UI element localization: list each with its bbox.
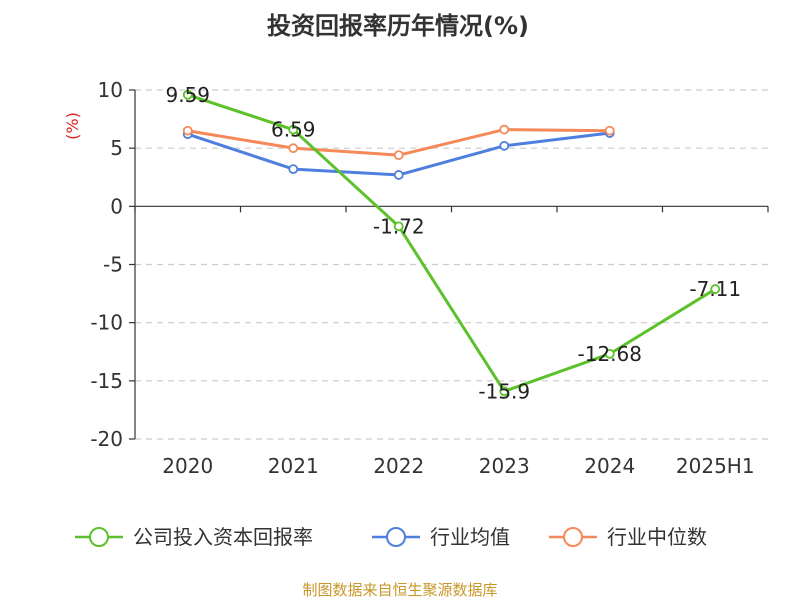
legend-item[interactable]: 行业均值 [372,525,510,549]
data-point [288,164,299,175]
data-point [499,386,510,397]
y-tick-label: -5 [103,253,123,277]
x-tick-label: 2025H1 [676,454,755,478]
data-label: -15.9 [478,379,530,403]
chart-title: 投资回报率历年情况(%) [267,12,529,40]
data-label: -7.11 [689,277,741,301]
y-tick-label: 0 [110,194,123,218]
data-point [604,348,615,359]
x-tick-label: 2023 [479,454,530,478]
legend-label: 行业均值 [430,525,510,549]
legend-label: 公司投入资本回报率 [133,525,313,549]
data-point [288,124,299,135]
legend-swatch-marker [89,527,109,547]
data-point [710,284,721,294]
data-point [393,221,404,232]
data-point [499,124,510,135]
data-point [499,140,510,151]
data-point [604,125,615,136]
series-0 [182,89,721,397]
legend: 公司投入资本回报率 行业均值 行业中位数 [75,525,707,549]
y-tick-label: 10 [98,78,123,102]
x-tick-label: 2020 [162,454,213,478]
legend-swatch-marker [386,527,406,547]
data-label: 9.59 [165,83,210,107]
data-point [393,150,404,161]
legend-swatch-marker [563,527,583,547]
data-point [393,170,404,180]
y-axis-unit: (%) [63,112,82,140]
data-label: -12.68 [578,342,642,366]
source-note: 制图数据来自恒生聚源数据库 [302,581,497,599]
x-tick-label: 2021 [268,454,319,478]
x-tick-label: 2022 [373,454,424,478]
y-tick-label: -15 [90,369,123,393]
legend-item[interactable]: 公司投入资本回报率 [75,525,313,549]
series-lines [182,89,721,397]
y-tick-label: 5 [110,136,123,160]
data-label: -1.72 [373,214,425,238]
legend-label: 行业中位数 [607,525,707,549]
x-tick-label: 2024 [584,454,635,478]
data-label: 6.59 [271,118,316,142]
data-point [288,143,299,154]
series-2 [182,124,615,161]
legend-item[interactable]: 行业中位数 [549,525,707,549]
data-labels: 9.59 6.59 -1.72 -15.9 -12.68 -7.11 [165,83,741,404]
axes: 10 5 0 -5 -10 -15 -20 2020 2021 2022 2023 2024 2025H… [90,78,769,478]
data-point [182,125,193,136]
y-tick-label: -10 [90,311,123,335]
y-tick-label: -20 [90,427,123,451]
series-line [187,93,717,393]
data-point [182,89,193,100]
